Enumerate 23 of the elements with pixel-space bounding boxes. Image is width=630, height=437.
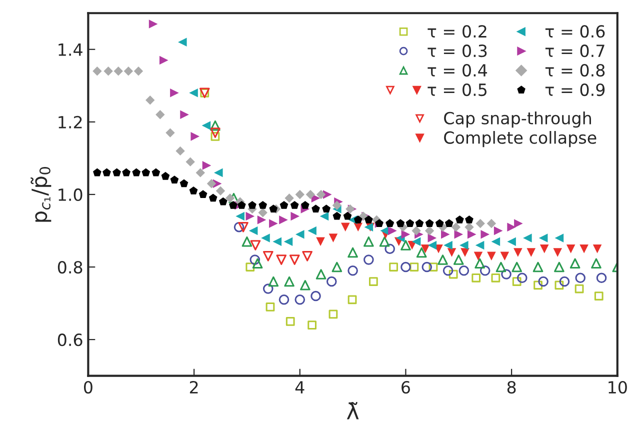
- legend-label: τ = 0.7: [545, 44, 604, 58]
- x-tick-label: 4: [295, 381, 304, 394]
- y-tick-label: 1.2: [58, 116, 82, 128]
- legend-label: τ = 0.9: [545, 83, 605, 96]
- y-tick-label: 0.6: [58, 334, 82, 346]
- y-tick-label: 1.4: [58, 44, 82, 56]
- legend-label: τ = 0.6: [545, 25, 605, 38]
- x-tick-label: 8: [507, 380, 516, 394]
- legend-label: Cap snap-through: [444, 112, 591, 128]
- y-tick-label: 1.0: [58, 188, 82, 202]
- legend-label: τ = 0.4: [428, 64, 488, 77]
- x-tick-label: 10: [608, 380, 627, 394]
- legend-label: τ = 0.2: [428, 25, 486, 38]
- annotation: τ = 0.5: [428, 83, 487, 96]
- x-tick-label: 0: [84, 380, 92, 394]
- legend-label: Complete collapse: [444, 130, 596, 148]
- x-tick-label: 6: [402, 380, 410, 394]
- y-axis-title: p$_{c₁}$/p̃$_{0}$: [30, 167, 52, 222]
- x-axis-title: λ̃: [346, 402, 359, 420]
- legend-label: τ = 0.8: [545, 64, 605, 77]
- legend-label: τ = 0.3: [428, 44, 487, 58]
- y-tick-label: 0.8: [58, 260, 82, 274]
- x-tick-label: 2: [190, 380, 198, 394]
